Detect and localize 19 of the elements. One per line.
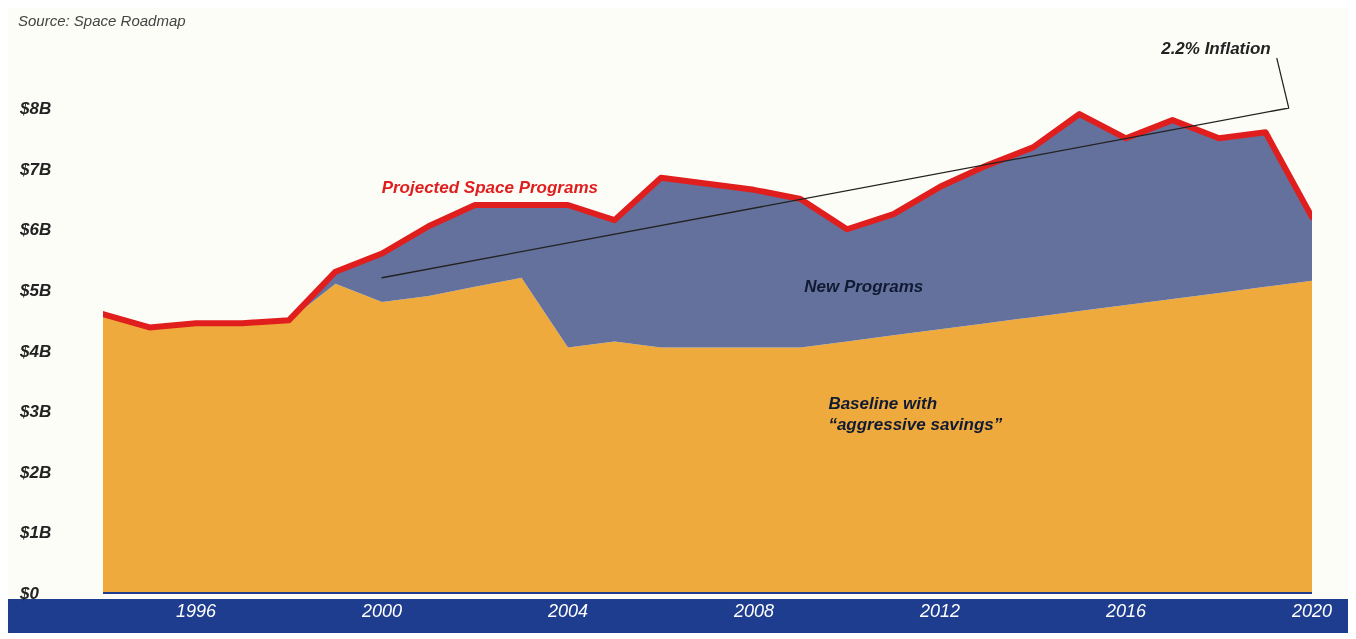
source-note: Source: Space Roadmap: [18, 12, 186, 29]
y-tick-label: $2B: [19, 462, 52, 482]
text: 2.2% Inflation: [1160, 39, 1271, 58]
x-tick-label: 1996: [175, 601, 218, 621]
x-tick-label: 2008: [732, 601, 775, 621]
y-tick-label: $3B: [19, 402, 52, 422]
x-tick-label: 2016: [1104, 601, 1148, 621]
x-tick-label: 2012: [918, 601, 961, 621]
y-tick-label: $1B: [19, 523, 52, 543]
x-tick-label: 2000: [360, 601, 403, 621]
y-tick-label: $7B: [19, 159, 52, 179]
y-tick-label: $6B: [19, 220, 52, 240]
y-tick-label: $8B: [19, 99, 52, 118]
x-tick-label: 2004: [546, 601, 589, 621]
series-label: Projected Space Programs: [381, 178, 598, 197]
y-tick-label: $4B: [19, 341, 52, 361]
y-tick-label: $5B: [19, 280, 52, 300]
y-tick-label: $0: [19, 584, 40, 603]
x-tick-label: 2020: [1290, 601, 1333, 621]
